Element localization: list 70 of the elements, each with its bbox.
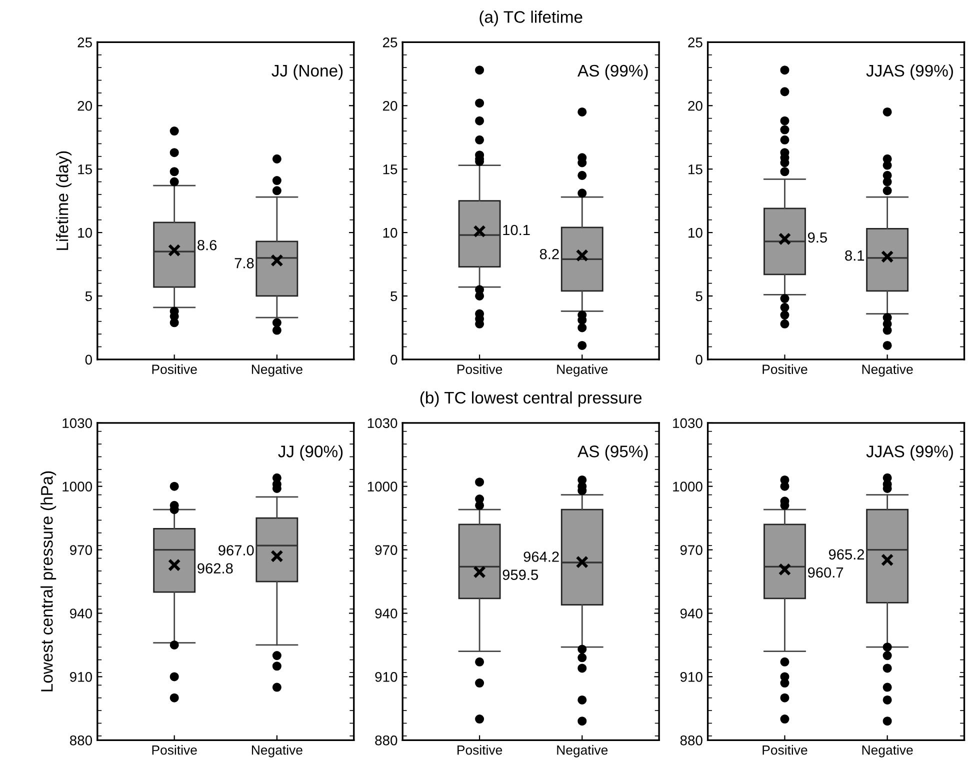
- annotation: 967.0: [218, 545, 254, 556]
- annotation: JJAS (99%): [866, 64, 953, 80]
- x-tick-label: Negative: [252, 745, 302, 758]
- y-tick-label: 25: [78, 38, 92, 48]
- x-tick-label: Positive: [458, 364, 502, 374]
- y-tick-label: 880: [70, 735, 92, 746]
- y-tick-label: 15: [78, 164, 92, 174]
- y-tick-label: 10: [688, 228, 702, 238]
- y-tick-label: 15: [688, 164, 702, 174]
- y-tick-label: 940: [680, 608, 702, 618]
- y-tick-label: 1030: [62, 418, 92, 428]
- y-tick-label: 1030: [673, 418, 702, 428]
- annotation: 960.7: [808, 567, 844, 578]
- x-tick-label: Positive: [152, 745, 197, 755]
- annotation: 9.5: [808, 232, 827, 243]
- x-tick-label: Negative: [862, 745, 913, 758]
- y-tick-label: 970: [375, 545, 398, 555]
- x-tick-label: Positive: [152, 364, 197, 374]
- y-tick-label: 25: [688, 38, 702, 48]
- y-tick-label: 15: [383, 164, 398, 174]
- chart-title: (b) TC lowest central pressure: [420, 391, 642, 407]
- x-tick-label: Negative: [557, 745, 608, 758]
- y-tick-label: 25: [382, 38, 398, 48]
- y-tick-label: 5: [696, 291, 702, 302]
- x-tick-label: Positive: [762, 364, 808, 374]
- y-tick-label: 940: [70, 608, 92, 618]
- y-tick-label: 10: [383, 228, 398, 238]
- y-axis-title: Lifetime (day): [56, 151, 72, 250]
- annotation: 10.1: [503, 224, 530, 236]
- y-tick-label: 1030: [368, 418, 398, 428]
- y-tick-label: 910: [375, 672, 398, 682]
- y-tick-label: 970: [680, 545, 702, 555]
- y-tick-label: 970: [70, 545, 92, 555]
- annotation: JJ (None): [272, 64, 343, 80]
- annotation: 8.2: [540, 248, 559, 260]
- y-tick-label: 880: [680, 735, 702, 746]
- y-tick-label: 1000: [62, 482, 92, 492]
- annotation: 8.1: [845, 250, 864, 261]
- y-tick-label: 5: [390, 291, 398, 302]
- y-tick-label: 20: [688, 100, 702, 111]
- annotation: 964.2: [524, 552, 559, 562]
- y-tick-label: 940: [375, 608, 398, 618]
- y-tick-label: 910: [70, 672, 92, 682]
- annotation: 965.2: [828, 549, 864, 560]
- y-tick-label: 20: [382, 100, 398, 111]
- x-tick-label: Positive: [762, 745, 808, 755]
- annotation: 8.6: [198, 240, 217, 250]
- y-tick-label: 910: [680, 672, 702, 682]
- y-tick-label: 0: [390, 354, 398, 365]
- y-tick-label: 1000: [368, 482, 398, 492]
- annotation: JJ (90%): [278, 445, 343, 461]
- annotation: 959.5: [502, 570, 538, 580]
- y-tick-label: 20: [78, 100, 92, 111]
- y-tick-label: 880: [375, 735, 398, 746]
- y-axis-title: Lowest central pressure (hPa): [40, 471, 56, 692]
- y-tick-label: 0: [696, 354, 702, 365]
- annotation: 7.8: [234, 258, 254, 268]
- x-tick-label: Positive: [458, 745, 502, 755]
- annotation: AS (95%): [578, 445, 648, 461]
- annotation: JJAS (99%): [866, 445, 953, 461]
- x-tick-label: Negative: [862, 364, 913, 377]
- x-tick-label: Negative: [252, 364, 302, 377]
- x-tick-label: Negative: [557, 364, 608, 377]
- annotation: 962.8: [198, 563, 233, 574]
- y-tick-label: 5: [85, 291, 92, 302]
- annotation: AS (99%): [578, 64, 648, 80]
- y-tick-label: 1000: [673, 482, 702, 492]
- chart-title: (a) TC lifetime: [480, 10, 582, 26]
- y-tick-label: 10: [78, 228, 92, 238]
- y-tick-label: 0: [85, 354, 92, 365]
